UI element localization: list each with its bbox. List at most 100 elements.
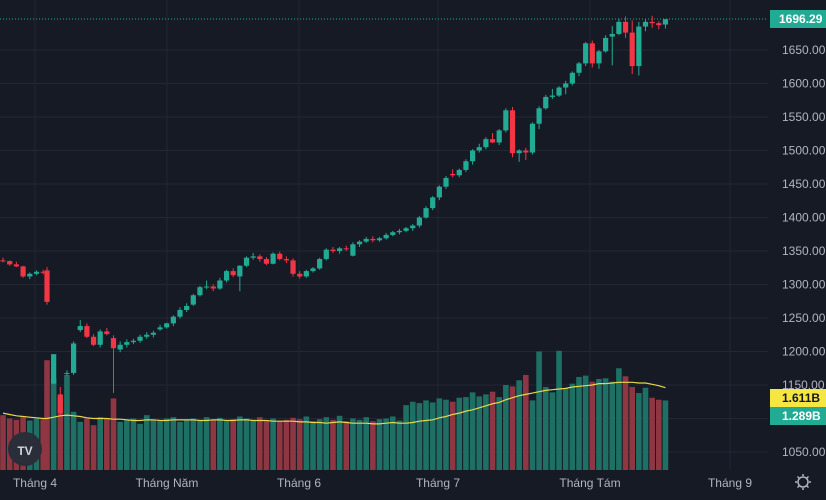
- volume-bar: [536, 351, 542, 470]
- candle-body: [71, 343, 77, 373]
- volume-bar: [370, 421, 376, 470]
- candle-body: [536, 108, 542, 124]
- volume-bar: [383, 418, 389, 470]
- candle-body: [370, 238, 376, 241]
- x-tick-label: Tháng Năm: [136, 476, 199, 490]
- candle-body: [450, 173, 456, 176]
- candle-body: [283, 259, 289, 261]
- x-tick-label: Tháng 6: [277, 476, 321, 490]
- candle-body: [210, 286, 216, 289]
- candle-body: [410, 225, 416, 229]
- volume-bar: [237, 416, 243, 470]
- volume-bar: [97, 417, 103, 470]
- candle-body: [616, 21, 622, 34]
- y-tick-label: 1400.00: [782, 211, 826, 225]
- volume-bar: [104, 418, 110, 470]
- candle-body: [157, 327, 163, 330]
- volume-bar: [429, 402, 436, 470]
- candle-body: [656, 23, 662, 26]
- candle-body: [270, 253, 276, 264]
- candle-body: [376, 238, 383, 241]
- volume-bar: [117, 421, 123, 470]
- volume-last-label: 1.289B: [782, 409, 821, 423]
- candle-body: [217, 280, 223, 289]
- candle-body: [290, 260, 296, 274]
- candle-body: [556, 87, 562, 96]
- volume-bar: [50, 378, 57, 470]
- candle-body: [390, 232, 396, 235]
- volume-bar: [44, 360, 50, 470]
- candle-body: [310, 268, 316, 272]
- volume-bar: [0, 415, 6, 470]
- candle-body: [662, 19, 669, 25]
- volume-bar: [296, 419, 303, 470]
- volume-bar: [150, 419, 157, 470]
- volume-bar: [356, 419, 363, 470]
- volume-bar: [290, 417, 296, 470]
- candle-body: [110, 338, 117, 349]
- volume-bar: [303, 416, 310, 470]
- candle-body: [436, 186, 442, 198]
- volume-bar: [390, 416, 396, 470]
- volume-bar: [416, 403, 423, 470]
- settings-gear-icon[interactable]: [795, 474, 811, 490]
- candle-body: [523, 150, 529, 153]
- candle-body: [576, 63, 582, 73]
- candle-body: [177, 309, 183, 317]
- volume-bar: [276, 421, 283, 470]
- volume-bar: [223, 421, 230, 470]
- volume-bar: [449, 401, 456, 470]
- candle-body: [583, 43, 589, 64]
- volume-bar: [163, 418, 170, 470]
- y-tick-label: 1200.00: [782, 345, 826, 359]
- candle-body: [323, 249, 329, 260]
- volume-bar: [70, 411, 77, 470]
- candle-body: [596, 51, 602, 64]
- candle-body: [97, 331, 103, 345]
- candle-body: [77, 326, 83, 331]
- volume-bar: [589, 381, 596, 470]
- candle-body: [204, 286, 210, 288]
- volume-bar: [529, 400, 536, 470]
- volume-bar: [316, 419, 323, 470]
- candle-body: [7, 261, 13, 265]
- volume-bar: [656, 399, 662, 470]
- candle-body: [44, 270, 50, 302]
- candle-body: [350, 244, 356, 256]
- volume-bar: [330, 419, 336, 470]
- candle-body: [330, 249, 336, 251]
- candle-body: [164, 323, 170, 328]
- volume-bar: [496, 397, 502, 470]
- candle-body: [423, 208, 429, 218]
- y-tick-label: 1450.00: [782, 177, 826, 191]
- volume-bar: [489, 391, 496, 470]
- volume-bar: [616, 368, 622, 470]
- volume-last-tag: [770, 407, 826, 425]
- candle-body: [317, 259, 323, 269]
- volume-bar: [343, 421, 350, 470]
- volume-bar: [636, 393, 642, 470]
- volume-ma-tag: [770, 389, 826, 407]
- volume-bar: [503, 385, 509, 470]
- candle-body: [230, 271, 236, 276]
- volume-bar: [90, 425, 97, 470]
- volume-bar: [483, 394, 489, 470]
- x-tick-label: Tháng 7: [416, 476, 460, 490]
- volume-bar: [190, 418, 197, 470]
- candle-body: [144, 334, 150, 337]
- candle-body: [642, 21, 649, 27]
- volume-bar: [596, 378, 602, 470]
- volume-bar: [476, 396, 483, 470]
- volume-bar: [582, 375, 589, 470]
- candle-body: [277, 253, 283, 260]
- candle-body: [483, 139, 489, 148]
- candle-body: [476, 147, 482, 151]
- volume-bar: [270, 418, 276, 470]
- volume-bar: [456, 397, 463, 470]
- candle-body: [27, 273, 33, 277]
- candle-body: [629, 32, 635, 67]
- candle-body: [13, 264, 19, 267]
- volume-bar: [396, 420, 403, 470]
